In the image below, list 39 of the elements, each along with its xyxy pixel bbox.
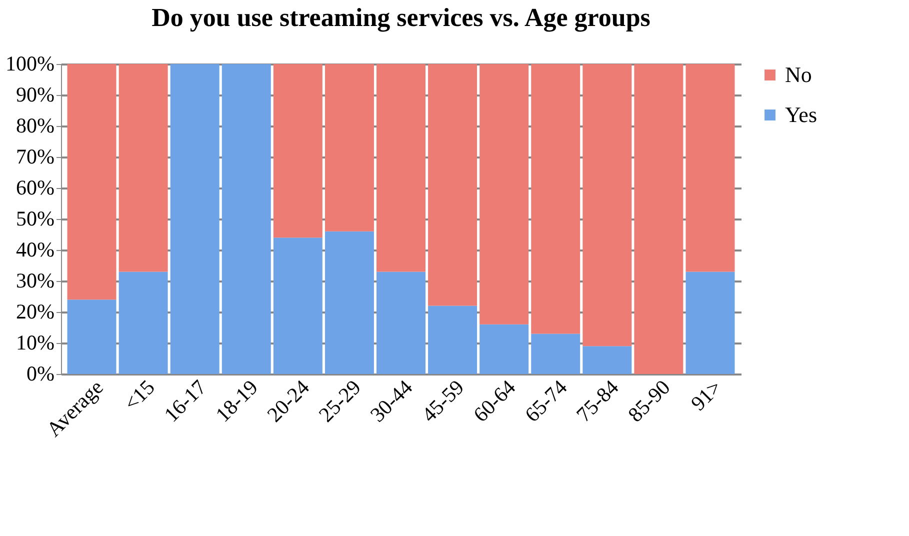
bar [428,306,478,374]
x-tick-label: <15 [119,375,160,416]
legend-label: No [785,62,812,87]
y-tick-label: 0% [26,362,54,386]
bar [428,64,478,306]
y-tick-label: 20% [16,300,54,324]
chart-title: Do you use streaming services vs. Age groups [152,3,650,32]
bar [324,231,374,374]
bar [67,300,116,374]
y-tick-label: 40% [16,238,54,262]
legend-label: Yes [785,102,818,127]
bar [531,334,580,374]
bar [170,64,220,374]
bar [582,346,632,374]
bar [480,324,529,374]
y-tick-label: 60% [16,176,54,200]
y-tick-label: 70% [16,144,54,168]
bar [273,64,322,238]
bar [118,64,168,272]
x-tick-label: 91> [686,375,726,416]
y-tick-label: 50% [16,206,54,230]
y-tick-label: 10% [16,330,54,354]
bar [222,64,271,374]
bar [686,64,735,272]
y-tick-label: 90% [16,82,54,106]
bar [273,238,322,374]
bar [582,64,632,346]
y-tick-label: 30% [16,268,54,292]
y-tick-label: 100% [6,52,54,76]
bar [67,64,116,300]
bar [634,64,684,374]
bar [376,64,426,272]
y-tick-label: 80% [16,114,54,138]
bar [118,272,168,374]
bar [324,64,374,232]
bar [376,272,426,374]
bar [531,64,580,334]
bar [686,272,735,374]
bar [480,64,529,324]
